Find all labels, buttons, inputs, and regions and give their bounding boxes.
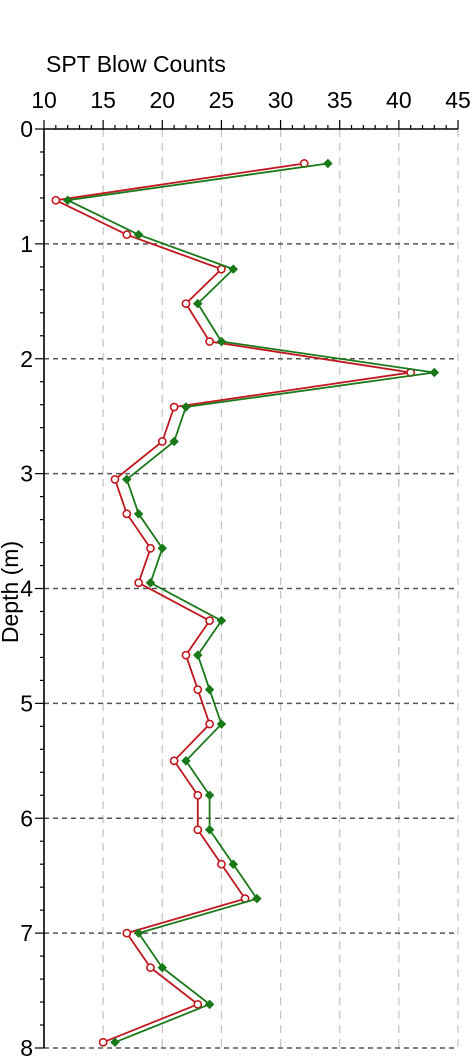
x-tick-label: 30 <box>268 87 294 113</box>
data-point-diamond <box>110 1037 120 1048</box>
y-tick-label: 0 <box>20 116 33 142</box>
y-tick-label: 5 <box>20 690 33 716</box>
x-tick-label: 15 <box>90 87 116 113</box>
x-tick-label: 10 <box>31 87 57 113</box>
series-1 <box>51 159 416 1047</box>
data-point-diamond <box>216 336 227 347</box>
data-point-diamond <box>181 402 191 412</box>
data-point-diamond <box>193 298 203 309</box>
data-point-diamond <box>323 158 333 169</box>
data-point-circle <box>110 474 120 484</box>
data-point-diamond <box>228 264 239 274</box>
data-point-circle <box>193 999 203 1009</box>
data-point-diamond <box>157 962 168 973</box>
data-point-diamond <box>145 577 156 588</box>
data-point-circle <box>51 195 61 205</box>
y-tick-label: 3 <box>20 461 33 487</box>
data-point-circle <box>134 578 144 588</box>
data-point-circle <box>169 756 179 766</box>
data-point-circle <box>146 963 155 972</box>
x-tick-label: 40 <box>386 87 412 113</box>
data-point-circle <box>122 928 132 938</box>
data-point-diamond <box>228 859 239 869</box>
y-axis-label: Depth (m) <box>0 541 23 643</box>
y-tick-label: 8 <box>20 1035 33 1060</box>
data-point-circle <box>98 1037 108 1047</box>
data-point-diamond <box>133 928 144 938</box>
data-point-diamond <box>122 474 132 485</box>
data-point-circle <box>157 437 167 446</box>
series-2 <box>62 158 440 1048</box>
chart-title: SPT Blow Counts <box>46 51 226 77</box>
y-tick-label: 4 <box>20 576 33 602</box>
data-point-diamond <box>204 999 215 1010</box>
x-tick-label: 25 <box>209 87 235 113</box>
data-point-diamond <box>216 719 227 729</box>
data-point-diamond <box>181 756 191 766</box>
data-point-circle <box>146 543 155 553</box>
x-tick-label: 20 <box>149 87 175 113</box>
data-point-diamond <box>133 509 144 519</box>
y-tick-label: 1 <box>20 231 33 257</box>
data-point-circle <box>193 685 203 694</box>
data-point-circle <box>169 402 179 412</box>
series-line <box>64 162 435 1044</box>
y-tick-label: 6 <box>20 805 33 831</box>
data-point-circle <box>122 230 132 240</box>
x-tick-label: 35 <box>327 87 353 113</box>
data-point-diamond <box>216 615 227 626</box>
data-point-diamond <box>62 195 73 205</box>
data-point-diamond <box>204 824 215 835</box>
data-point-circle <box>181 650 191 660</box>
data-point-diamond <box>204 790 215 801</box>
y-tick-label: 7 <box>20 920 33 946</box>
data-point-diamond <box>133 229 144 240</box>
y-tick-label: 2 <box>20 346 33 372</box>
data-point-diamond <box>252 893 262 904</box>
data-point-circle <box>193 825 203 835</box>
data-point-circle <box>205 337 214 346</box>
grid-lines <box>44 129 459 1049</box>
data-point-diamond <box>204 684 215 695</box>
data-point-circle <box>205 616 214 626</box>
data-point-circle <box>217 859 226 869</box>
data-point-circle <box>181 299 191 309</box>
data-point-diamond <box>193 650 203 660</box>
data-point-diamond <box>157 543 168 554</box>
data-point-diamond <box>429 367 440 378</box>
series-line <box>52 162 411 1044</box>
y-tick-labels: 0 1 2 3 4 5 6 7 8 <box>20 116 33 1060</box>
data-point-diamond <box>169 436 179 447</box>
data-series <box>51 158 440 1048</box>
axes <box>35 120 459 1049</box>
data-point-circle <box>205 719 214 729</box>
x-tick-label: 45 <box>445 87 471 113</box>
data-point-circle <box>193 790 203 800</box>
data-point-circle <box>122 509 132 519</box>
x-tick-labels: 10 15 20 25 30 35 40 45 <box>31 87 471 113</box>
